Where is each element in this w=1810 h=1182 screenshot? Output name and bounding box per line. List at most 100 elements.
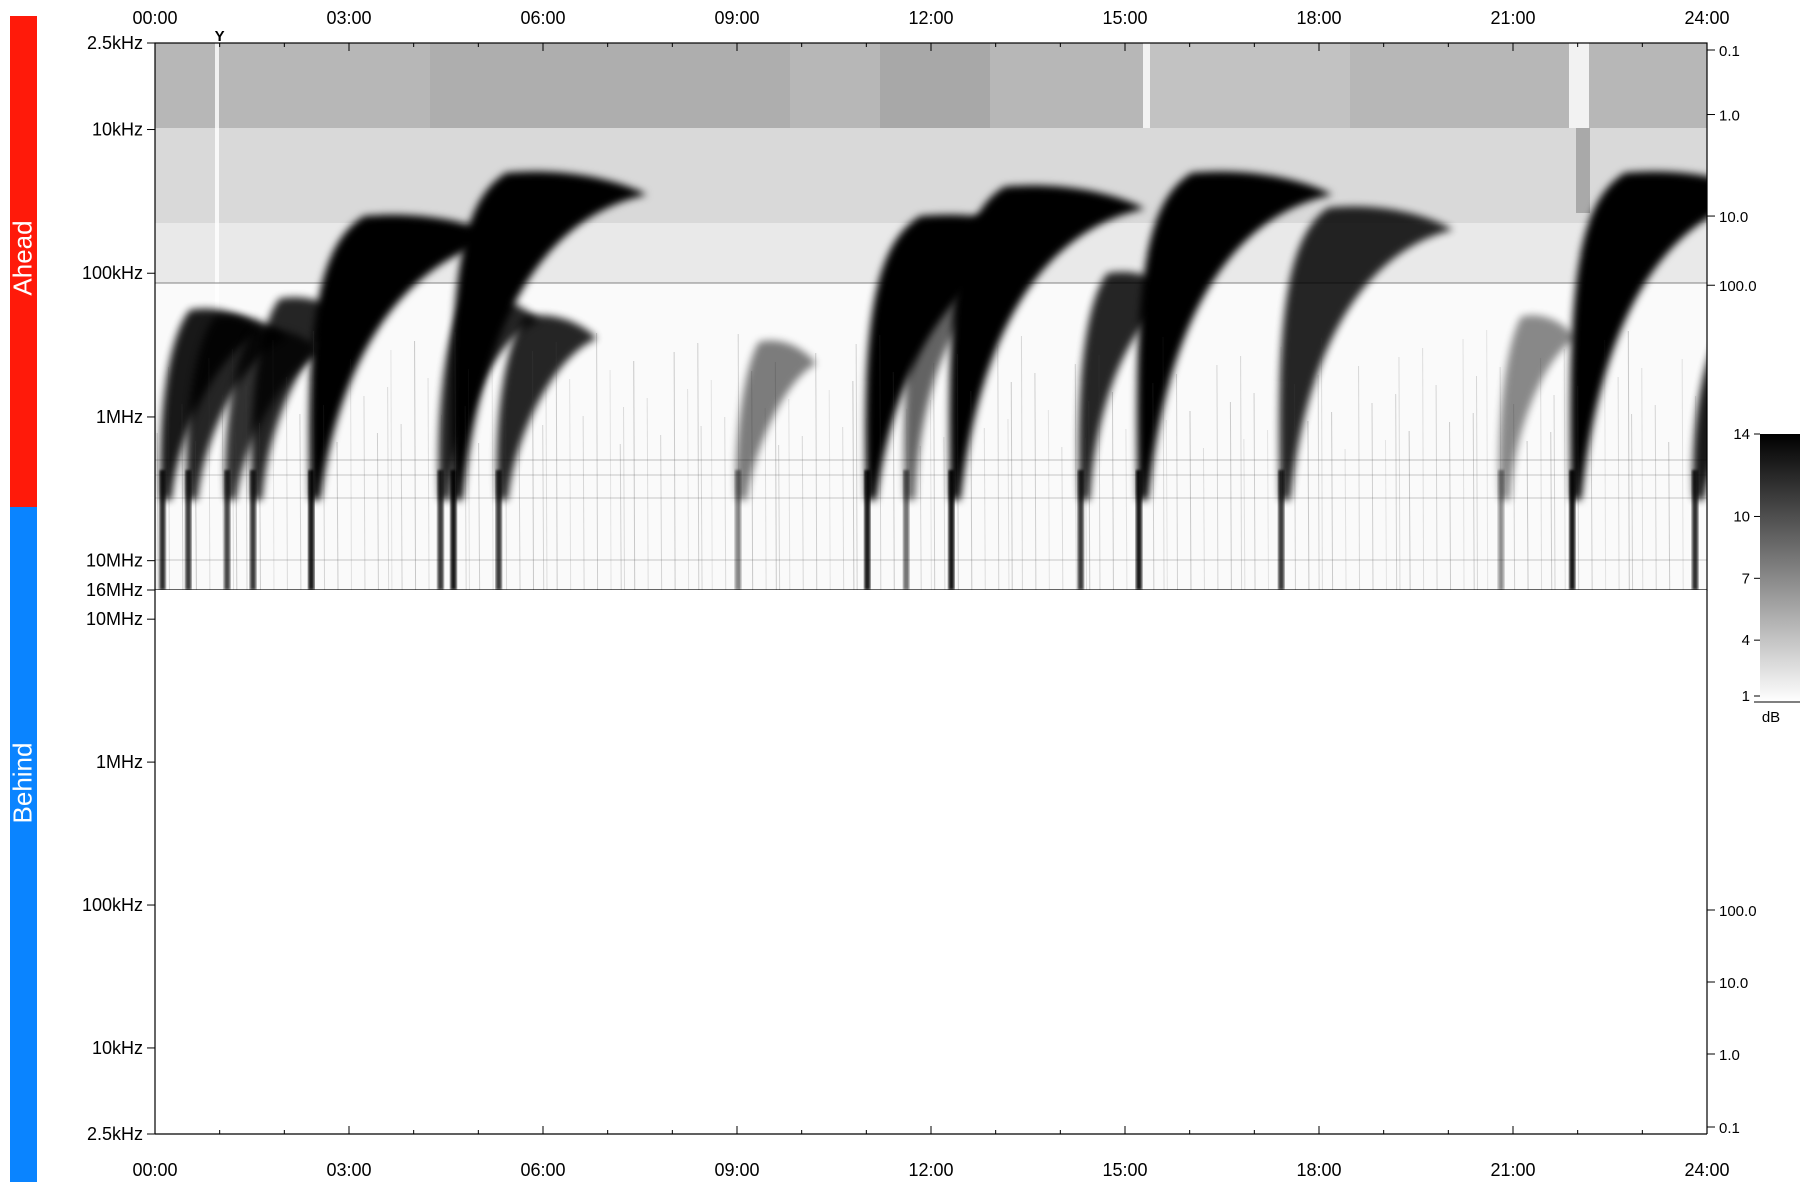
axes-layer: 00:00 03:00 06:00 09:00 12:00 15:00 18:00 21:00… <box>82 8 1757 1180</box>
colorbar-ticks: 14 10 7 4 1 <box>1733 426 1760 705</box>
colorbar-unit-label: dB <box>1762 709 1780 726</box>
radio-burst <box>159 308 264 590</box>
background-striation <box>1320 337 1323 590</box>
behind-y-tick-label: 2.5kHz <box>87 1124 143 1144</box>
behind-x-tick-label: 03:00 <box>326 1160 371 1180</box>
background-striation <box>1061 446 1064 590</box>
background-striation <box>619 443 622 590</box>
burst-streak <box>864 470 871 590</box>
radio-burst <box>308 214 505 590</box>
background-striation <box>309 367 312 590</box>
behind-x-tick-label: 24:00 <box>1684 1160 1729 1180</box>
background-striation <box>1358 365 1361 590</box>
radio-burst <box>1077 271 1180 590</box>
background-striation <box>1553 394 1556 590</box>
background-striation <box>258 422 261 590</box>
background-striation <box>167 366 170 590</box>
background-striation <box>1475 375 1478 590</box>
time-marker-label: Y <box>215 28 225 45</box>
background-striation <box>569 378 572 590</box>
background-striation <box>285 376 288 590</box>
ahead-y-tick-label: 2.5kHz <box>87 33 143 53</box>
burst-envelope <box>735 340 817 500</box>
background-striation <box>245 385 248 590</box>
background-striation <box>1240 355 1243 590</box>
ahead-x-tick-label: 21:00 <box>1490 8 1535 28</box>
background-striation <box>1371 402 1374 590</box>
ahead-x-tick-label: 09:00 <box>714 8 759 28</box>
background-striation <box>1654 404 1657 590</box>
background-striation <box>542 424 545 590</box>
background-striation <box>997 344 1000 590</box>
background-striation <box>1631 413 1634 590</box>
burst-envelope <box>1570 171 1707 500</box>
background-striation <box>387 386 390 590</box>
background-striation <box>700 425 703 590</box>
ahead-y-tick-label: 100kHz <box>82 263 143 283</box>
background-striation <box>1384 439 1387 590</box>
background-striation <box>1047 409 1050 590</box>
background-striation <box>1020 335 1023 590</box>
background-striation <box>855 343 858 590</box>
background-striation <box>1176 373 1179 590</box>
background-striation <box>1472 412 1475 590</box>
background-striation <box>414 340 417 590</box>
ahead-y-tick-label: 10kHz <box>92 120 143 140</box>
background-striation <box>221 394 224 590</box>
background-striation <box>1641 367 1644 590</box>
burst-envelope <box>160 308 264 500</box>
background-striation <box>956 353 959 590</box>
background-striation <box>555 341 558 590</box>
background-striation <box>1074 363 1077 590</box>
burst-envelope <box>1499 315 1577 500</box>
burst-envelope <box>904 271 991 500</box>
background-striation <box>724 416 727 590</box>
background-striation <box>646 397 649 590</box>
background-striation <box>1695 395 1698 590</box>
background-striation <box>1229 401 1232 590</box>
background-striation <box>1010 381 1013 590</box>
background-striation <box>1486 329 1489 590</box>
burst-streak <box>495 470 502 590</box>
ahead-panel-bar <box>10 16 37 507</box>
background-striation <box>1307 420 1310 590</box>
background-striation <box>1550 431 1553 590</box>
background-striation <box>582 415 585 590</box>
background-striation <box>1098 354 1101 590</box>
background-striation <box>852 380 855 590</box>
background-striation <box>1138 345 1141 590</box>
burst-streak <box>250 470 256 590</box>
background-striation <box>1668 441 1671 590</box>
burst-streak <box>224 470 231 590</box>
background-striation <box>633 360 636 590</box>
burst-envelope <box>1279 206 1453 500</box>
background-striation <box>788 398 791 590</box>
colorbar-gradient <box>1760 434 1800 702</box>
burst-streak <box>1278 470 1285 590</box>
radio-burst <box>1569 171 1707 590</box>
background-striation <box>1408 430 1411 590</box>
burst-streak <box>1077 470 1084 590</box>
background-striation <box>933 362 936 590</box>
burst-envelope <box>186 315 287 500</box>
burst-envelope <box>865 214 1061 500</box>
background-striation <box>232 348 235 590</box>
radio-burst <box>250 297 352 590</box>
background-striation <box>1152 382 1155 590</box>
radio-burst <box>1692 363 1707 590</box>
background-striation <box>1202 447 1205 590</box>
behind-spectrogram-image <box>155 590 1707 1134</box>
background-striation <box>906 408 909 590</box>
ahead-y-tick-label: 10MHz <box>86 551 143 571</box>
burst-streak <box>1692 470 1699 590</box>
background-striation <box>697 342 700 590</box>
radio-burst <box>1498 315 1577 590</box>
ahead-x-tick-label: 03:00 <box>326 8 371 28</box>
background-striation <box>1617 376 1620 590</box>
behind-y-tick-label: 100kHz <box>82 895 143 915</box>
background-striation <box>1007 418 1010 590</box>
background-striation <box>1189 410 1192 590</box>
background-striation <box>1267 429 1270 590</box>
background-striation <box>1243 438 1246 590</box>
